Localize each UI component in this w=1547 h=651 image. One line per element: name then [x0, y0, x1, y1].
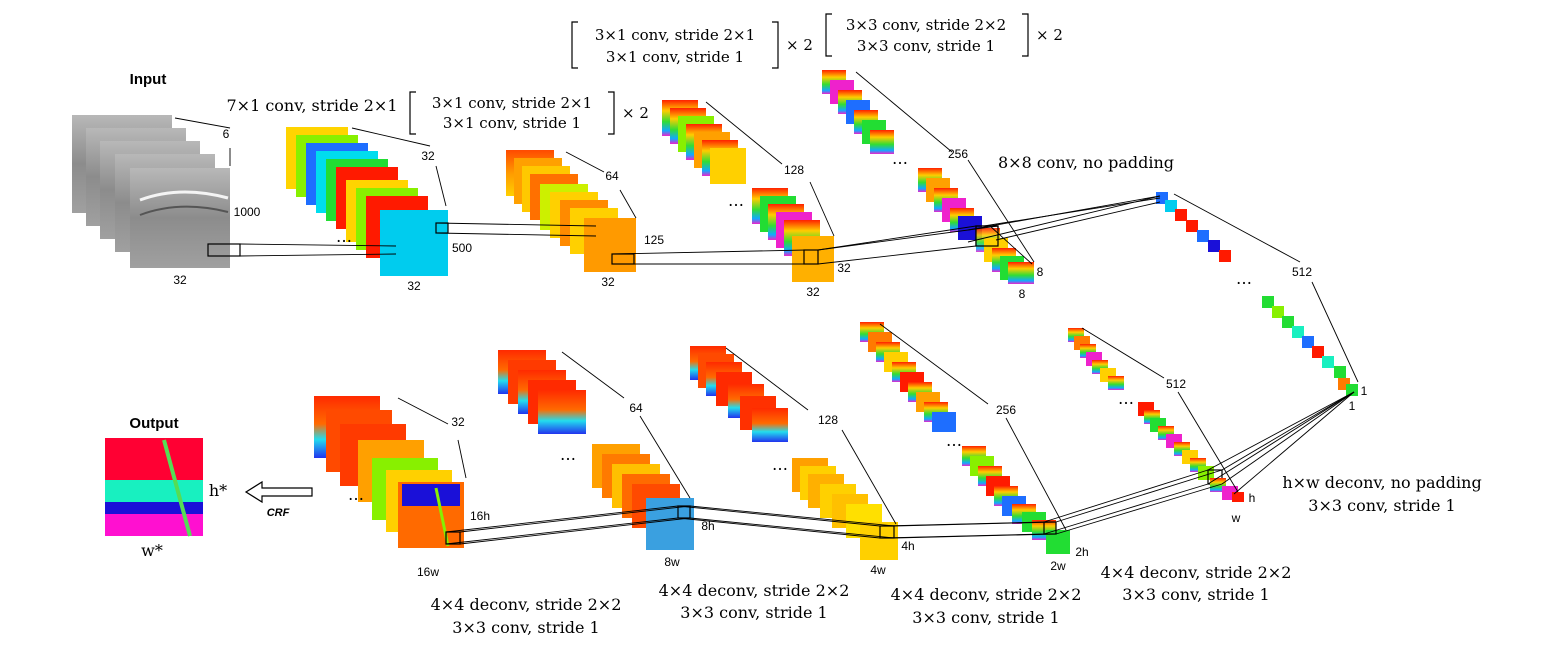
- encoder-stage3-line2: 3×1 conv, stride 1: [606, 48, 744, 66]
- encoder-stage1-stack: [239, 127, 449, 276]
- encoder-stage1-dim-width: 32: [407, 279, 421, 293]
- encoder-stage3-repeat: × 2: [786, 36, 813, 54]
- decoder-stage2-ellipsis: …: [946, 431, 962, 450]
- encoder-stage4-line2: 3×3 conv, stride 1: [857, 37, 995, 55]
- decoder-stage2-dim-height: 2h: [1075, 545, 1088, 559]
- encoder-stage4-dim-height: 8: [1037, 265, 1044, 279]
- encoder-stage4-line1: 3×3 conv, stride 2×2: [846, 16, 1006, 34]
- encoder-stage4-dim-width: 8: [1019, 287, 1026, 301]
- decoder-stage2-stack: [860, 322, 1223, 554]
- decoder-stage3-line2: 3×3 conv, stride 1: [912, 608, 1059, 627]
- decoder-stage5-dim-width: 16w: [417, 565, 439, 579]
- input-title: Input: [130, 71, 167, 88]
- decoder-stage4-dim-width: 8w: [664, 555, 680, 569]
- decoder-stage5-ellipsis: …: [348, 485, 364, 504]
- input-dim-channels: 6: [223, 127, 230, 141]
- input-dim-width: 32: [173, 273, 187, 287]
- output-dim-width: w*: [141, 541, 163, 560]
- encoder-stage3-stack: [611, 100, 835, 282]
- decoder-stage1-ellipsis: …: [1118, 389, 1134, 408]
- output-dim-height: h*: [209, 481, 227, 500]
- decoder-stage5-dim-height: 16h: [470, 509, 490, 523]
- encoder-stage5-dim-width: 1: [1349, 399, 1356, 413]
- encoder-stage5-ellipsis: …: [1236, 269, 1252, 288]
- crf-arrow: [244, 480, 313, 504]
- encoder-stage2-dim-width: 32: [601, 275, 615, 289]
- decoder-stage5-line2: 3×3 conv, stride 1: [452, 618, 599, 637]
- output-title: Output: [129, 415, 178, 432]
- decoder-stage4-stack: [498, 350, 895, 550]
- encoder-stage4-ellipsis: …: [892, 149, 908, 168]
- decoder-stage2-dim-channels: 256: [996, 403, 1016, 417]
- decoder-stage3-dim-width: 4w: [870, 563, 886, 577]
- decoder-stage4-dim-height: 8h: [701, 519, 714, 533]
- encoder-stage2-line1: 3×1 conv, stride 2×1: [432, 94, 592, 112]
- encoder-stage4-repeat: × 2: [1036, 26, 1063, 44]
- decoder-stage1-line1: h×w deconv, no padding: [1282, 473, 1481, 492]
- decoder-stage1-line2: 3×3 conv, stride 1: [1308, 496, 1455, 515]
- crf-label: CRF: [267, 507, 290, 519]
- encoder-stage1-label: 7×1 conv, stride 2×1: [226, 96, 397, 115]
- input-stack: [72, 115, 241, 268]
- decoder-stage5-line1: 4×4 deconv, stride 2×2: [431, 595, 622, 614]
- encoder-stage2-dim-channels: 64: [605, 169, 619, 183]
- decoder-stage1-dim-height: h: [1249, 491, 1256, 505]
- encoder-stage4-stack: [817, 70, 1035, 284]
- decoder-stage1-dim-channels: 512: [1166, 377, 1186, 391]
- encoder-stage5-dim-channels: 512: [1292, 265, 1312, 279]
- encoder-stage3-dim-width: 32: [806, 285, 820, 299]
- encoder-stage2-line2: 3×1 conv, stride 1: [443, 114, 581, 132]
- decoder-stage3-ellipsis: …: [772, 455, 788, 474]
- encoder-stage3-dim-height: 32: [837, 261, 851, 275]
- decoder-stage3-dim-height: 4h: [901, 539, 914, 553]
- encoder-stage3-dim-channels: 128: [784, 163, 804, 177]
- decoder-stage2-line2: 3×3 conv, stride 1: [1122, 585, 1269, 604]
- decoder-stage3-stack: [690, 346, 1057, 560]
- decoder-stage4-line2: 3×3 conv, stride 1: [680, 603, 827, 622]
- encoder-stage4-dim-channels: 256: [948, 147, 968, 161]
- input-dim-height: 1000: [234, 205, 261, 219]
- encoder-stage1-dim-channels: 32: [421, 149, 435, 163]
- decoder-stage3-line1: 4×4 deconv, stride 2×2: [891, 585, 1082, 604]
- decoder-stage5-stack: [314, 396, 691, 548]
- decoder-stage4-line1: 4×4 deconv, stride 2×2: [659, 581, 850, 600]
- encoder-stage5-label: 8×8 conv, no padding: [998, 153, 1174, 172]
- encoder-stage2-repeat: × 2: [622, 104, 649, 122]
- decoder-stage4-dim-channels: 64: [629, 401, 643, 415]
- output-segmentation-map: [105, 438, 203, 537]
- decoder-stage4-ellipsis: …: [560, 445, 576, 464]
- encoder-stage1-ellipsis: …: [336, 227, 352, 246]
- encoder-stage1-dim-height: 500: [452, 241, 472, 255]
- encoder-stage3-line1: 3×1 conv, stride 2×1: [595, 26, 755, 44]
- decoder-stage5-dim-channels: 32: [451, 415, 465, 429]
- decoder-stage1-dim-width: w: [1231, 511, 1241, 525]
- decoder-stage2-dim-width: 2w: [1050, 559, 1066, 573]
- encoder-stage3-ellipsis: …: [728, 191, 744, 210]
- decoder-stage3-dim-channels: 128: [818, 413, 838, 427]
- decoder-stage1-stack: [1068, 327, 1355, 502]
- encoder-stage5-dim-height: 1: [1361, 384, 1368, 398]
- encoder-stage2-dim-height: 125: [644, 233, 664, 247]
- encoder-stage5-column: [967, 192, 1359, 396]
- encoder-stage2-stack: [435, 150, 637, 272]
- decoder-stage2-line1: 4×4 deconv, stride 2×2: [1101, 563, 1292, 582]
